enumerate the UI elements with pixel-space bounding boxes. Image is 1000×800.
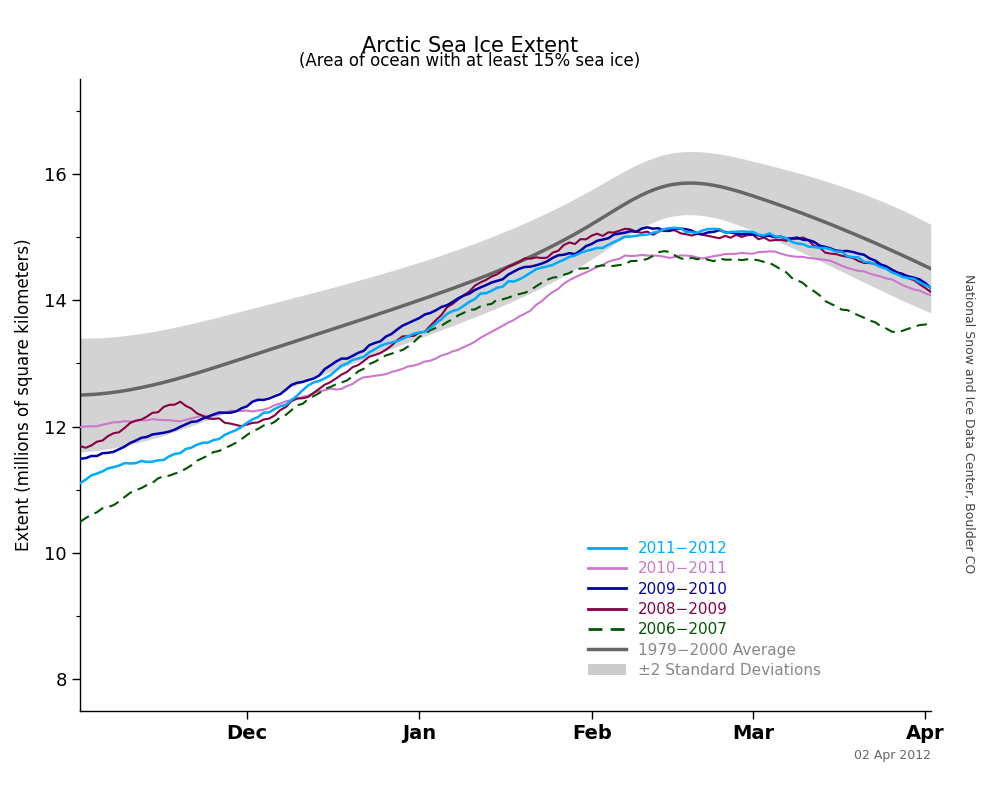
Text: 02 Apr 2012: 02 Apr 2012 xyxy=(854,749,931,762)
Legend: 2011−2012, 2010−2011, 2009−2010, 2008−2009, 2006−2007, 1979−2000 Average, ±2 Sta: 2011−2012, 2010−2011, 2009−2010, 2008−20… xyxy=(588,541,821,678)
Text: National Snow and Ice Data Center, Boulder CO: National Snow and Ice Data Center, Bould… xyxy=(962,274,975,574)
Text: (Area of ocean with at least 15% sea ice): (Area of ocean with at least 15% sea ice… xyxy=(299,52,641,70)
Y-axis label: Extent (millions of square kilometers): Extent (millions of square kilometers) xyxy=(15,238,33,551)
Text: Arctic Sea Ice Extent: Arctic Sea Ice Extent xyxy=(362,36,578,56)
